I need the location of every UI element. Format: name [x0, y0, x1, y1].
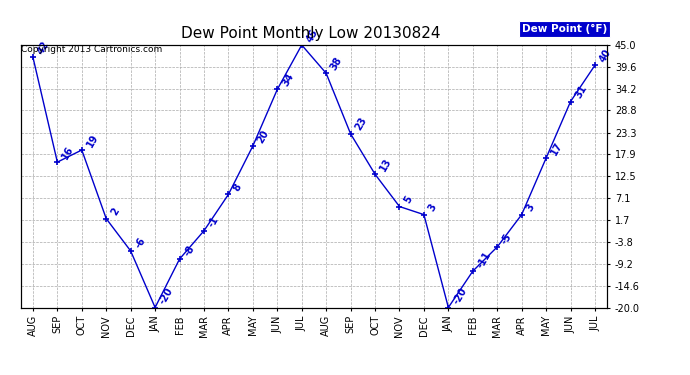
Text: 19: 19 — [85, 132, 100, 148]
Text: 31: 31 — [573, 84, 589, 100]
Text: -5: -5 — [500, 231, 514, 246]
Text: 5: 5 — [402, 194, 414, 205]
Text: 38: 38 — [329, 55, 344, 72]
Text: 23: 23 — [353, 116, 368, 132]
Text: 40: 40 — [598, 47, 613, 64]
Text: Copyright 2013 Cartronics.com: Copyright 2013 Cartronics.com — [21, 45, 162, 54]
Text: Dew Point Monthly Low 20130824: Dew Point Monthly Low 20130824 — [181, 26, 440, 41]
Text: -6: -6 — [133, 235, 148, 250]
Text: -20: -20 — [451, 286, 469, 306]
Text: 34: 34 — [280, 71, 295, 88]
Text: -20: -20 — [158, 286, 175, 306]
Text: 17: 17 — [549, 140, 564, 157]
Text: -8: -8 — [182, 243, 197, 258]
Text: 3: 3 — [426, 202, 439, 213]
Text: -11: -11 — [475, 250, 493, 270]
Text: Dew Point (°F): Dew Point (°F) — [522, 24, 607, 34]
Text: -1: -1 — [207, 215, 221, 229]
Text: 2: 2 — [109, 206, 121, 217]
Text: 8: 8 — [231, 182, 244, 193]
Text: 42: 42 — [36, 39, 51, 56]
Text: 3: 3 — [524, 202, 537, 213]
Text: 45: 45 — [304, 27, 320, 44]
Text: 16: 16 — [60, 144, 75, 161]
Text: 13: 13 — [378, 156, 393, 173]
Text: 20: 20 — [255, 128, 271, 145]
